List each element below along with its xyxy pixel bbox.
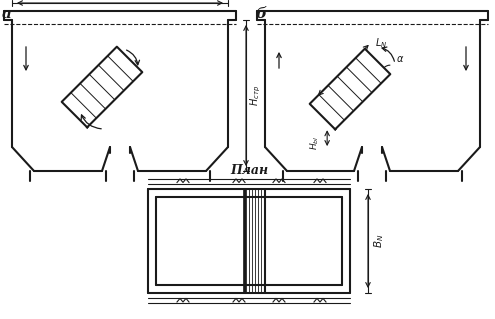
Text: $L_{N}$: $L_{N}$ [375, 36, 387, 49]
Text: $\alpha$: $\alpha$ [396, 54, 404, 64]
Text: б: б [255, 7, 266, 21]
Text: а: а [2, 7, 12, 21]
Text: $H_{стр}$: $H_{стр}$ [249, 85, 263, 106]
Text: План: План [230, 165, 268, 177]
Text: $H_{bl}$: $H_{bl}$ [309, 136, 321, 150]
Text: $B_{N}$: $B_{N}$ [372, 234, 386, 248]
